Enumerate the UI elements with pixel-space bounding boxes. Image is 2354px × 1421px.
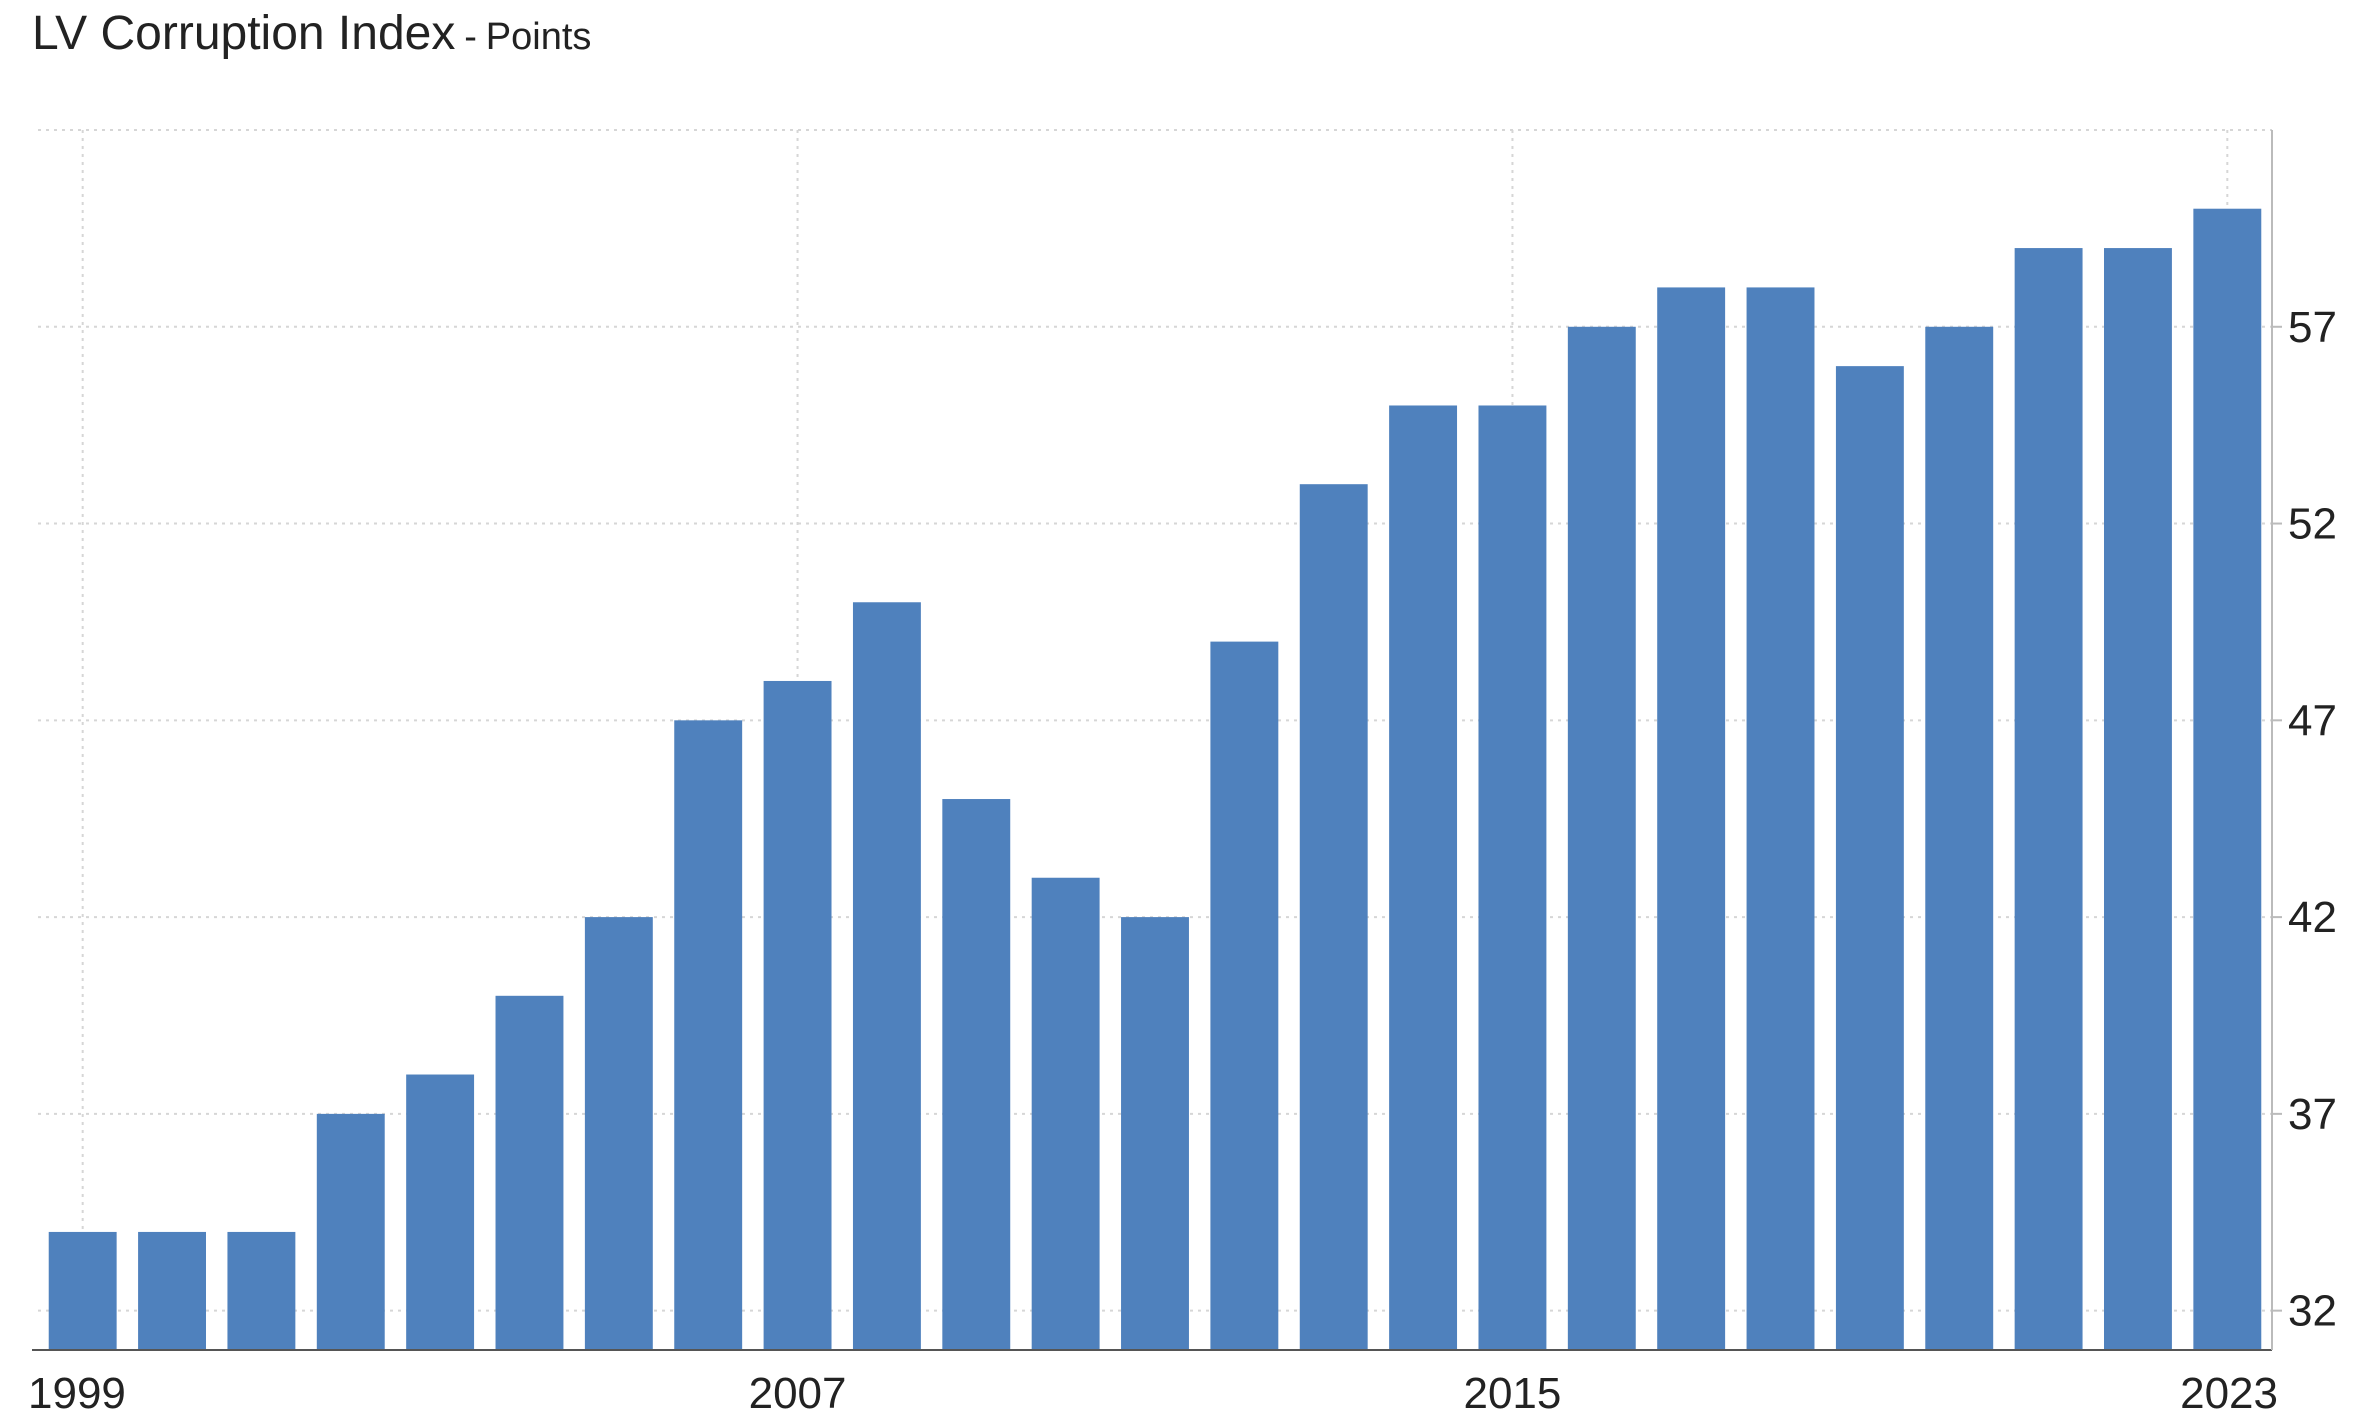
x-tick-label: 2015 bbox=[1463, 1369, 1561, 1418]
y-tick-label: 37 bbox=[2288, 1090, 2337, 1139]
y-tick-label: 57 bbox=[2288, 303, 2337, 352]
bar-2019 bbox=[1835, 366, 1904, 1350]
bars bbox=[48, 208, 2262, 1351]
bar-2000 bbox=[138, 1231, 206, 1350]
bar-2013 bbox=[1299, 484, 1368, 1350]
bar-2023 bbox=[2193, 208, 2262, 1350]
y-tick-label: 47 bbox=[2288, 696, 2337, 745]
bar-2015 bbox=[1478, 405, 1547, 1350]
chart-title: LV Corruption Index - Points bbox=[32, 6, 591, 61]
y-tick-label: 32 bbox=[2288, 1287, 2337, 1336]
bar-2016 bbox=[1567, 326, 1636, 1351]
x-axis-labels: 1999 2007 2015 2023 bbox=[28, 1369, 2278, 1418]
bar-2005 bbox=[584, 917, 653, 1350]
bar-2001 bbox=[227, 1231, 296, 1350]
title-separator: - bbox=[464, 16, 477, 58]
bar-2012 bbox=[1210, 641, 1279, 1350]
bar-2006 bbox=[674, 720, 743, 1350]
bar-1999 bbox=[48, 1231, 117, 1350]
x-tick-label: 2023 bbox=[2180, 1369, 2278, 1418]
bar-2011 bbox=[1121, 917, 1189, 1350]
bar-2020 bbox=[1925, 326, 1994, 1351]
bar-2002 bbox=[316, 1113, 385, 1350]
chart-unit: Points bbox=[485, 16, 592, 58]
bar-2021 bbox=[2014, 248, 2083, 1351]
axes bbox=[32, 130, 2282, 1351]
bar-2017 bbox=[1657, 287, 1726, 1351]
y-axis-labels: 32 37 42 47 52 57 bbox=[2288, 303, 2337, 1336]
bar-2018 bbox=[1746, 287, 1815, 1351]
y-tick-label: 52 bbox=[2288, 500, 2337, 549]
bar-2007 bbox=[763, 680, 832, 1350]
x-tick-label: 1999 bbox=[28, 1369, 126, 1418]
chart-title-text: LV Corruption Index bbox=[32, 7, 456, 60]
bar-2009 bbox=[942, 799, 1011, 1350]
bar-2022 bbox=[2104, 248, 2172, 1351]
x-tick-label: 2007 bbox=[749, 1369, 847, 1418]
bar-2014 bbox=[1389, 405, 1458, 1350]
bar-2010 bbox=[1031, 877, 1100, 1350]
bar-2003 bbox=[406, 1074, 475, 1350]
y-tick-label: 42 bbox=[2288, 893, 2337, 942]
bar-2004 bbox=[495, 995, 564, 1350]
bar-2008 bbox=[852, 602, 921, 1350]
